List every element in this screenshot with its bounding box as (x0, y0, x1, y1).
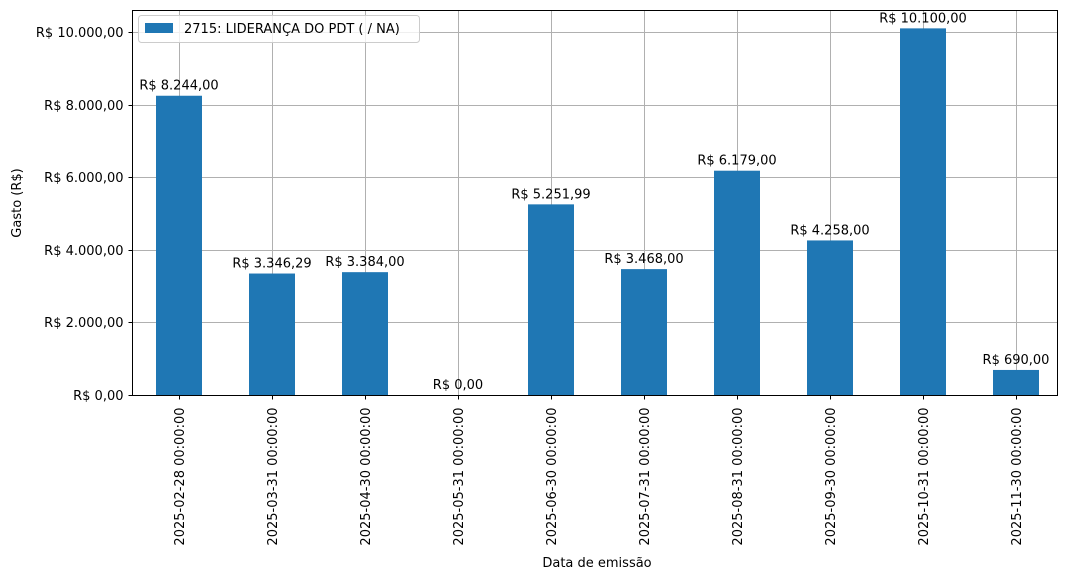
bar (621, 269, 667, 395)
x-tick-label: 2025-04-30 00:00:00 (359, 408, 374, 546)
bar-value-label: R$ 5.251,99 (511, 187, 590, 202)
bar-value-label: R$ 0,00 (433, 378, 483, 393)
bar (249, 273, 295, 395)
x-tick-label: 2025-09-30 00:00:00 (824, 408, 839, 546)
legend-box (138, 15, 420, 43)
y-tick-label: R$ 0,00 (73, 389, 123, 404)
y-tick-label: R$ 4.000,00 (44, 244, 123, 259)
bar-value-label: R$ 10.100,00 (879, 11, 967, 26)
x-tick-label: 2025-05-31 00:00:00 (452, 408, 467, 546)
bar-value-label: R$ 4.258,00 (790, 223, 869, 238)
bar-value-labels: R$ 8.244,00 R$ 3.346,29 R$ 3.384,00 R$ 0,00… (139, 11, 1049, 393)
bar (714, 170, 760, 395)
y-tick-label: R$ 8.000,00 (44, 99, 123, 114)
x-tick-label: 2025-02-28 00:00:00 (173, 408, 188, 546)
x-tick-label: 2025-11-30 00:00:00 (1010, 408, 1025, 546)
legend-label: 2715: LIDERANÇA DO PDT ( / NA) (184, 22, 400, 37)
y-tick-label: R$ 6.000,00 (44, 171, 123, 186)
bar (342, 272, 388, 395)
bar-value-label: R$ 3.468,00 (604, 252, 683, 267)
bar (528, 204, 574, 395)
bar-value-label: R$ 690,00 (983, 353, 1050, 368)
bar-value-label: R$ 3.384,00 (325, 255, 404, 270)
y-axis-label: Gasto (R$) (10, 168, 25, 237)
x-axis-label: Data de emissão (542, 556, 651, 571)
bar-value-label: R$ 8.244,00 (139, 79, 218, 94)
x-tick-label: 2025-07-31 00:00:00 (638, 408, 653, 546)
axes-frame (132, 10, 1058, 396)
y-tick-label: R$ 2.000,00 (44, 316, 123, 331)
bar-value-label: R$ 3.346,29 (232, 257, 311, 272)
legend: 2715: LIDERANÇA DO PDT ( / NA) (138, 15, 420, 43)
bar (993, 369, 1039, 395)
bar (807, 240, 853, 395)
x-tick-label: 2025-10-31 00:00:00 (917, 408, 932, 546)
y-axis-ticks: R$ 0,00 R$ 2.000,00 R$ 4.000,00 R$ 6.000,00… (36, 26, 133, 404)
bar (900, 28, 946, 396)
x-axis-ticks: 2025-02-28 00:00:00 2025-03-31 00:00:00 20… (173, 395, 1025, 546)
legend-swatch (145, 23, 173, 33)
bars (156, 28, 1039, 396)
x-tick-label: 2025-08-31 00:00:00 (731, 408, 746, 546)
x-tick-label: 2025-03-31 00:00:00 (266, 408, 281, 546)
bar-value-label: R$ 6.179,00 (697, 154, 776, 169)
bar (156, 95, 202, 395)
x-tick-label: 2025-06-30 00:00:00 (545, 408, 560, 546)
y-tick-label: R$ 10.000,00 (36, 26, 124, 41)
